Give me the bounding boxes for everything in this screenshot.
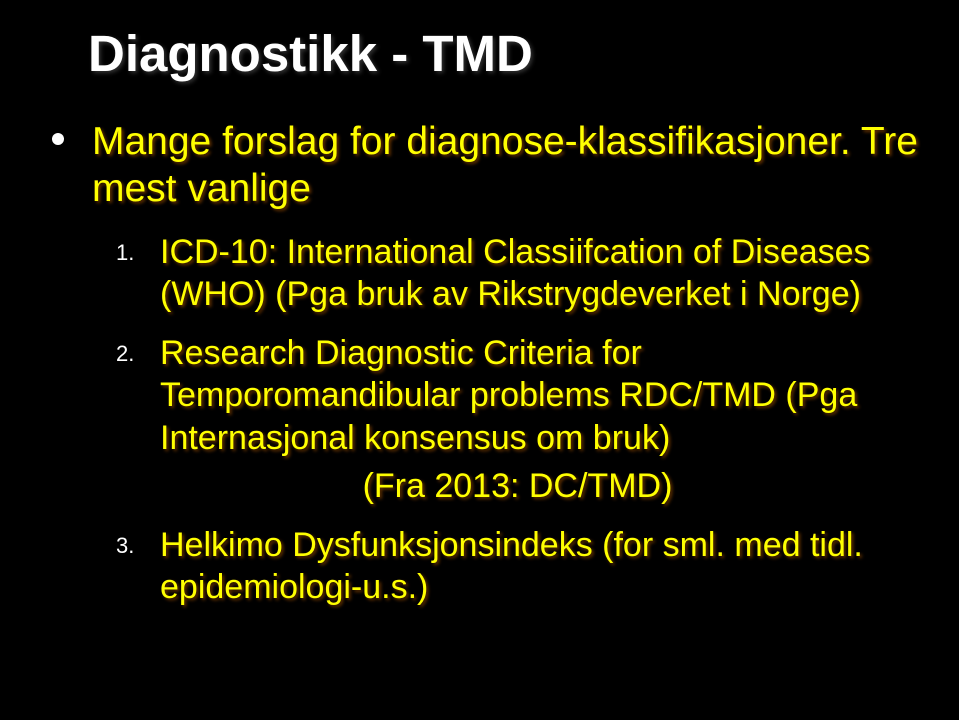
numbered-list: 1. ICD-10: International Classiifcation … — [52, 231, 919, 609]
slide: Diagnostikk - TMD Mange forslag for diag… — [0, 0, 959, 720]
item-text: Helkimo Dysfunksjonsindeks (for sml. med… — [160, 526, 863, 607]
list-item: 1. ICD-10: International Classiifcation … — [116, 231, 919, 316]
item-number: 3. — [116, 532, 134, 560]
item-text: ICD-10: International Classiifcation of … — [160, 233, 871, 314]
item-text: Research Diagnostic Criteria for Temporo… — [160, 334, 857, 457]
item-subtext: (Fra 2013: DC/TMD) — [116, 465, 919, 508]
bullet-dot-icon — [52, 133, 64, 145]
bullet-list: Mange forslag for diagnose-klassifikasjo… — [52, 119, 919, 213]
list-item: 2. Research Diagnostic Criteria for Temp… — [116, 332, 919, 508]
item-number: 1. — [116, 239, 134, 267]
slide-title: Diagnostikk - TMD — [88, 24, 919, 83]
bullet-item: Mange forslag for diagnose-klassifikasjo… — [52, 119, 919, 213]
item-number: 2. — [116, 340, 134, 368]
bullet-text: Mange forslag for diagnose-klassifikasjo… — [92, 120, 918, 210]
list-item: 3. Helkimo Dysfunksjonsindeks (for sml. … — [116, 524, 919, 609]
